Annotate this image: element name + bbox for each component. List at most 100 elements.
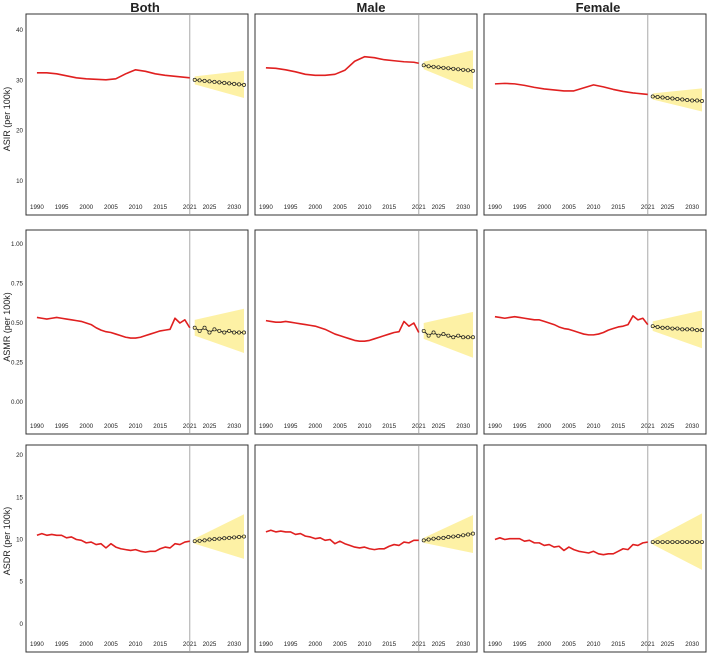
predicted-point (660, 325, 665, 330)
predicted-point (685, 98, 690, 102)
x-tick-label: 2000 (308, 204, 322, 211)
x-tick-label: 2010 (358, 641, 372, 648)
x-tick-label: 2010 (358, 204, 372, 211)
x-tick-label: 2010 (129, 423, 143, 430)
panel-frame (25, 13, 249, 216)
predicted-point (675, 540, 680, 544)
x-tick-label: 2000 (537, 204, 551, 211)
x-tick-label: 2025 (203, 641, 217, 648)
x-tick-label: 2010 (358, 423, 372, 430)
x-tick-label: 2000 (308, 423, 322, 430)
predicted-point (466, 532, 471, 537)
predicted-point (192, 539, 197, 544)
panel-male-row0: 199019952000200520102015202120252030 (254, 13, 478, 216)
x-tick-label: 2005 (104, 204, 118, 211)
x-tick-label: 2000 (537, 423, 551, 430)
x-tick-label: 2000 (537, 641, 551, 648)
predicted-point (431, 64, 436, 69)
y-tick-label: 1.00 (11, 241, 24, 248)
x-tick-label: 2030 (456, 204, 470, 211)
x-tick-label: 1995 (513, 641, 527, 648)
predicted-point (192, 325, 197, 330)
x-tick-label: 2015 (382, 641, 396, 648)
predicted-point (222, 80, 227, 85)
observed-series-line (36, 532, 190, 553)
y-tick-label: 0.00 (11, 399, 24, 406)
predicted-point (431, 536, 436, 541)
predicted-point (192, 77, 197, 82)
observed-series-line (265, 529, 419, 551)
predicted-point (456, 534, 461, 539)
predicted-point (222, 330, 227, 335)
predicted-point (227, 81, 232, 86)
x-tick-label: 2005 (562, 641, 576, 648)
predicted-point (670, 540, 675, 544)
predicted-point (242, 330, 246, 335)
predicted-point (685, 540, 690, 544)
predicted-point (451, 534, 456, 539)
predicted-point (436, 65, 441, 70)
predicted-point (655, 325, 660, 329)
column-title-female: Female (575, 0, 621, 15)
predicted-point (466, 68, 471, 73)
panel-female-row2: 199019952000200520102015202120252030 (483, 444, 707, 653)
x-tick-label: 2005 (562, 423, 576, 430)
x-tick-label: 2015 (611, 423, 625, 430)
x-tick-label: 2015 (153, 204, 167, 211)
x-tick-label: 2025 (203, 423, 217, 430)
prediction-interval-band (194, 514, 244, 559)
panel-both-row0: 1990199520002005201020152021202520301020… (16, 13, 249, 216)
x-tick-label: 2005 (562, 204, 576, 211)
predicted-point (222, 536, 227, 541)
predicted-point (650, 324, 655, 329)
predicted-point (431, 330, 436, 335)
x-tick-label: 2005 (333, 641, 347, 648)
predicted-point (441, 332, 446, 337)
predicted-point (461, 335, 466, 340)
x-tick-label: 2000 (79, 423, 93, 430)
x-tick-label: 2030 (685, 641, 699, 648)
predicted-point (227, 535, 232, 540)
x-tick-label: 1995 (284, 204, 298, 211)
predicted-point (665, 540, 670, 544)
predicted-point (650, 540, 655, 544)
predicted-point (655, 540, 660, 544)
predicted-point (471, 335, 475, 340)
y-tick-label: 20 (16, 452, 23, 459)
x-tick-label: 1990 (259, 423, 273, 430)
predicted-point (446, 66, 451, 71)
x-tick-label: 2010 (129, 204, 143, 211)
predicted-point (237, 535, 242, 539)
predicted-point (650, 94, 655, 99)
y-tick-label: 15 (16, 494, 23, 501)
x-tick-label: 2015 (382, 423, 396, 430)
predicted-point (695, 98, 700, 103)
x-tick-label: 1995 (513, 423, 527, 430)
predicted-point (237, 330, 242, 335)
predicted-point (421, 63, 426, 68)
x-tick-label: 2015 (611, 641, 625, 648)
panel-both-row1: 1990199520002005201020152021202520300.00… (11, 229, 249, 435)
x-tick-label: 2015 (153, 423, 167, 430)
predicted-point (471, 531, 475, 536)
predicted-point (451, 66, 456, 71)
predicted-point (466, 335, 471, 340)
predicted-point (700, 540, 704, 544)
predicted-point (426, 333, 431, 338)
x-tick-label: 2025 (661, 641, 675, 648)
x-tick-label: 1990 (488, 641, 502, 648)
predicted-point (670, 96, 675, 101)
predicted-point (202, 78, 207, 83)
y-tick-label: 0.50 (11, 320, 24, 327)
observed-series-line (36, 68, 190, 81)
x-tick-label: 2010 (587, 641, 601, 648)
predicted-point (212, 79, 217, 84)
x-tick-label: 1990 (30, 204, 44, 211)
predicted-point (207, 330, 212, 335)
predicted-point (695, 540, 700, 544)
x-tick-label: 2030 (685, 423, 699, 430)
observed-series-line (265, 319, 420, 342)
x-tick-label: 1995 (284, 641, 298, 648)
predicted-point (665, 325, 670, 330)
